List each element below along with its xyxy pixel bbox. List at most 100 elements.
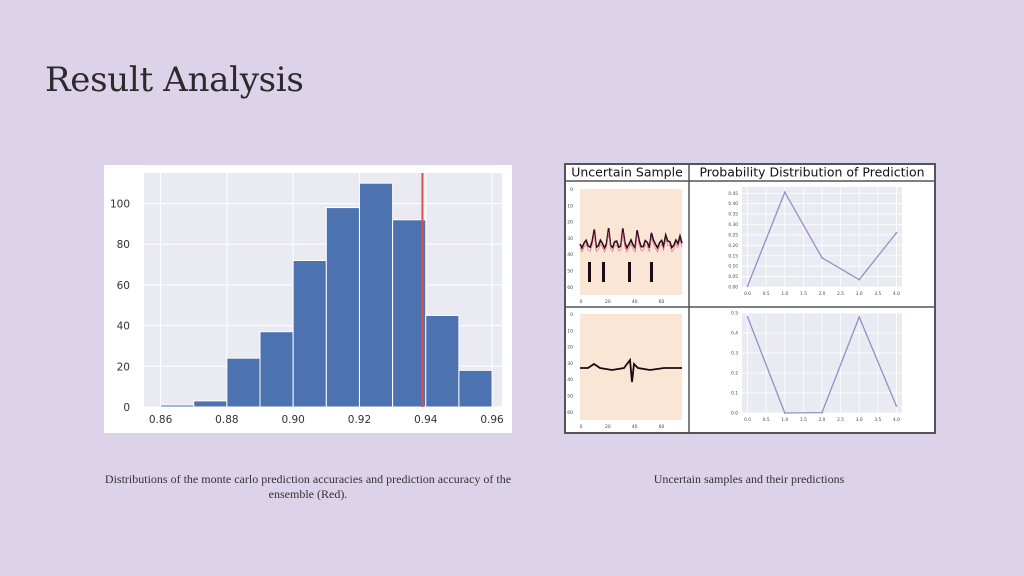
x-tick-label: 0.90 [281, 414, 304, 426]
prediction-point [821, 411, 823, 414]
sample-y-tick: 10 [567, 203, 573, 209]
histogram-bar [160, 404, 195, 408]
slide-title: Result Analysis [45, 60, 304, 100]
sample-x-tick: 60 [659, 299, 665, 305]
prediction-y-tick: 0.3 [731, 351, 738, 357]
y-tick-label: 100 [110, 199, 130, 211]
sample-signal-shadow [579, 232, 683, 253]
y-tick-label: 0 [123, 402, 130, 414]
prediction-point [821, 256, 823, 259]
sample-x-tick: 60 [659, 424, 665, 430]
x-tick-label: 0.94 [414, 414, 438, 426]
x-tick-label: 0.96 [480, 414, 504, 426]
sample-x-tick: 40 [632, 424, 638, 430]
prediction-x-tick: 2.0 [819, 291, 826, 297]
prediction-x-tick: 3.0 [856, 291, 863, 297]
prediction-point [746, 316, 749, 318]
sample-x-tick: 0 [580, 424, 583, 430]
prediction-x-tick: 3.5 [874, 291, 881, 297]
histogram-bar [392, 219, 427, 408]
sample-y-tick: 60 [567, 285, 573, 291]
prediction-y-tick: 0.05 [728, 274, 738, 280]
sample-x-tick: 0 [580, 299, 583, 305]
sample-y-tick: 40 [567, 377, 573, 383]
y-tick-label: 40 [117, 321, 130, 333]
sample-y-tick: 40 [567, 252, 573, 258]
sample-signal [579, 227, 683, 250]
histogram-bar [325, 207, 360, 408]
sample-spike [628, 262, 631, 282]
prediction-point [783, 412, 786, 414]
y-tick-label: 60 [117, 280, 130, 292]
prediction-x-tick: 3.5 [874, 417, 881, 423]
prediction-x-tick: 4.0 [893, 291, 900, 297]
prediction-point [783, 191, 786, 194]
sample-y-tick: 0 [570, 187, 573, 193]
y-tick-label: 80 [117, 239, 130, 251]
x-tick-label: 0.86 [149, 414, 173, 426]
histogram-bar [425, 314, 460, 408]
uncertain-samples-figure: Uncertain Sample Probability Distribution… [564, 163, 936, 434]
sample-y-tick: 20 [567, 345, 573, 351]
histogram-caption: Distributions of the monte carlo predict… [104, 472, 512, 501]
header-uncertain-sample: Uncertain Sample [571, 165, 683, 180]
prediction-y-tick: 0.20 [728, 243, 738, 249]
prediction-y-tick: 0.35 [728, 212, 738, 218]
sample-signal [580, 357, 682, 383]
y-tick-label: 20 [117, 361, 130, 373]
prediction-x-tick: 0.5 [763, 291, 770, 297]
sample-x-tick: 40 [632, 299, 638, 305]
prediction-x-tick: 1.0 [781, 291, 788, 297]
sample-spike [650, 262, 653, 282]
prediction-x-tick: 3.0 [856, 417, 863, 423]
sample-y-tick: 50 [567, 394, 573, 400]
prediction-y-tick: 0.45 [728, 191, 738, 197]
prediction-x-tick: 0.5 [763, 417, 770, 423]
histogram-chart: 0 20 40 60 80 100 0.86 0.88 0.90 0.92 0.94 0.96 [110, 173, 504, 426]
prediction-y-tick: 0.00 [728, 285, 738, 291]
prediction-x-tick: 0.0 [744, 417, 751, 423]
prediction-y-tick: 0.5 [731, 311, 738, 317]
prediction-y-tick: 0.2 [731, 371, 738, 377]
sample-x-tick: 20 [605, 424, 611, 430]
histogram-bar [458, 369, 493, 408]
prediction-y-tick: 0.30 [728, 222, 738, 228]
prediction-y-tick: 0.15 [728, 253, 738, 259]
prediction-point [858, 278, 861, 281]
uncertain-samples-grid: Uncertain Sample Probability Distribution… [564, 163, 936, 434]
prediction-y-tick: 0.0 [731, 411, 738, 417]
prediction-y-tick: 0.40 [728, 201, 738, 207]
x-tick-label: 0.88 [215, 414, 238, 426]
prediction-y-tick: 0.4 [731, 331, 738, 337]
histogram-bar [292, 259, 327, 408]
prediction-point [746, 285, 749, 287]
prediction-x-tick: 2.0 [819, 417, 826, 423]
sample-y-tick: 50 [567, 269, 573, 275]
prediction-x-tick: 0.0 [744, 291, 751, 297]
prediction-x-tick: 1.5 [800, 291, 807, 297]
prediction-y-tick: 0.25 [728, 232, 738, 238]
uncertain-caption: Uncertain samples and their predictions [653, 472, 845, 486]
sample-x-tick: 20 [605, 299, 611, 305]
prediction-point [895, 231, 898, 234]
prediction-point [895, 405, 898, 407]
sample-spike [588, 262, 591, 282]
prediction-x-tick: 2.5 [837, 417, 844, 423]
sample-y-tick: 60 [567, 410, 573, 416]
sample-spike [602, 262, 605, 282]
prediction-y-tick: 0.1 [731, 391, 738, 397]
histogram-bar [193, 400, 228, 408]
header-probability-distribution: Probability Distribution of Prediction [699, 165, 924, 180]
sample-y-tick: 20 [567, 220, 573, 226]
histogram-bar [226, 357, 261, 408]
prediction-point [858, 316, 861, 318]
prediction-x-tick: 2.5 [837, 291, 844, 297]
sample-y-tick: 10 [567, 328, 573, 334]
sample-y-tick: 30 [567, 361, 573, 367]
histogram-bar [259, 331, 294, 408]
histogram-figure: 0 20 40 60 80 100 0.86 0.88 0.90 0.92 0.94 0.96 [104, 165, 512, 433]
sample-y-tick: 30 [567, 236, 573, 242]
prediction-x-tick: 4.0 [893, 417, 900, 423]
x-tick-label: 0.92 [348, 414, 371, 426]
prediction-x-tick: 1.5 [800, 417, 807, 423]
